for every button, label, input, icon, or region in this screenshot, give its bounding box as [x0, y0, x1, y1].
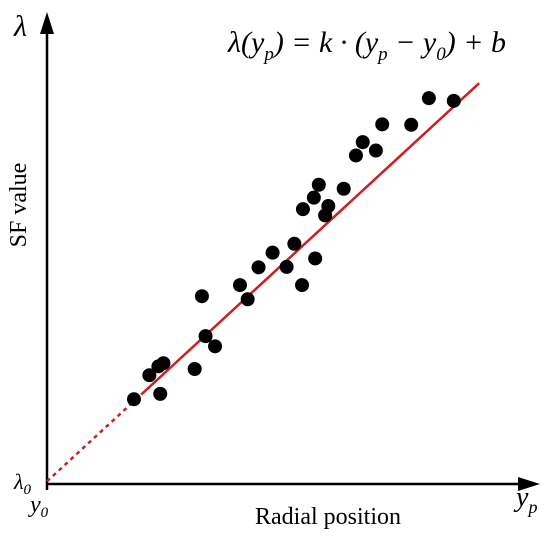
fit-line-dashed: [46, 392, 143, 483]
origin-y-label: λ0: [13, 469, 32, 498]
data-point: [404, 117, 419, 132]
data-point: [421, 91, 436, 106]
data-point: [287, 236, 302, 251]
data-point: [295, 278, 310, 293]
data-point: [208, 339, 223, 354]
data-point: [311, 177, 326, 192]
fit-line: [141, 82, 481, 395]
y-axis-symbol: λ: [13, 10, 27, 43]
data-point: [156, 356, 171, 371]
data-point: [187, 362, 202, 377]
data-point: [321, 199, 336, 214]
data-point: [368, 143, 383, 158]
data-point: [295, 202, 310, 217]
data-point: [375, 117, 390, 132]
data-point: [240, 292, 255, 307]
data-point: [306, 190, 321, 205]
x-axis-label: Radial position: [255, 504, 401, 530]
data-point: [355, 135, 370, 150]
data-point: [446, 93, 461, 108]
origin-x-label: y0: [28, 492, 49, 521]
x-axis-symbol: yp: [513, 482, 537, 517]
y-axis-label: SF value: [6, 163, 32, 248]
data-point: [251, 260, 266, 275]
data-point: [232, 278, 247, 293]
data-point: [198, 329, 213, 344]
data-points: [126, 91, 461, 407]
data-point: [279, 259, 294, 274]
data-point: [142, 368, 157, 383]
data-point: [308, 251, 323, 266]
data-point: [348, 148, 363, 163]
x-axis-arrow-icon: [518, 477, 540, 491]
data-point: [153, 386, 168, 401]
data-point: [194, 289, 209, 304]
fit-equation: λ(yp) = k · (yp − y0) + b: [227, 26, 506, 65]
y-axis-arrow-icon: [40, 12, 54, 34]
data-point: [336, 181, 351, 196]
data-point: [265, 245, 280, 260]
data-point: [126, 392, 141, 407]
